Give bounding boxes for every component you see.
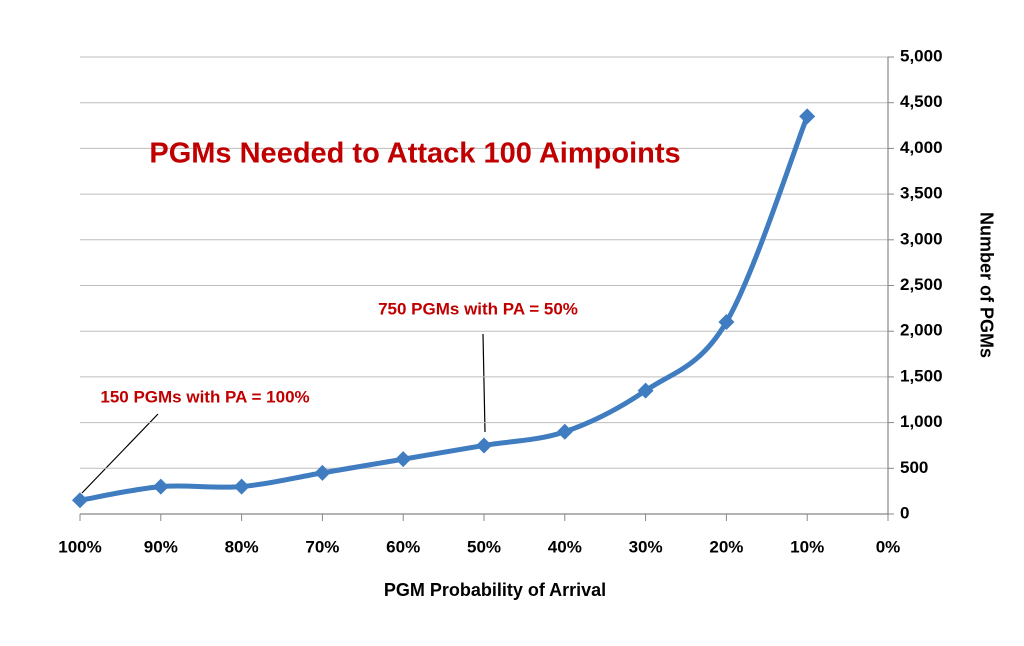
data-marker bbox=[233, 478, 250, 495]
y-tick-label: 500 bbox=[900, 458, 928, 477]
x-tick-label: 100% bbox=[58, 537, 101, 556]
x-tick-label: 20% bbox=[709, 537, 743, 556]
data-marker bbox=[556, 423, 573, 440]
y-tick-label: 3,500 bbox=[900, 184, 943, 203]
x-tick-label: 50% bbox=[467, 537, 501, 556]
chart-title: PGMs Needed to Attack 100 Aimpoints bbox=[149, 138, 680, 170]
y-tick-label: 2,000 bbox=[900, 321, 943, 340]
x-tick-label: 90% bbox=[144, 537, 178, 556]
data-marker bbox=[152, 478, 169, 495]
data-line bbox=[77, 113, 810, 503]
x-axis-label: PGM Probability of Arrival bbox=[384, 580, 606, 600]
y-tick-label: 4,500 bbox=[900, 92, 943, 111]
x-tick-label: 10% bbox=[790, 537, 824, 556]
y-tick-label: 0 bbox=[900, 503, 909, 522]
y-tick-label: 1,500 bbox=[900, 366, 943, 385]
y-tick-label: 4,000 bbox=[900, 138, 943, 157]
x-tick-label: 70% bbox=[305, 537, 339, 556]
x-tick-label: 0% bbox=[876, 537, 901, 556]
y-tick-label: 5,000 bbox=[900, 46, 943, 65]
y-tick-label: 3,000 bbox=[900, 229, 943, 248]
annotation: 150 PGMs with PA = 100% bbox=[100, 387, 309, 406]
annotation: 750 PGMs with PA = 50% bbox=[378, 299, 578, 318]
y-tick-label: 2,500 bbox=[900, 275, 943, 294]
data-marker bbox=[799, 108, 816, 125]
data-marker bbox=[314, 464, 331, 481]
data-marker bbox=[72, 492, 88, 509]
x-tick-label: 40% bbox=[548, 537, 582, 556]
data-marker bbox=[637, 382, 654, 399]
data-marker bbox=[476, 437, 492, 454]
x-tick-label: 30% bbox=[629, 537, 663, 556]
x-tick-label: 80% bbox=[225, 537, 259, 556]
data-marker bbox=[395, 451, 412, 468]
annotation-leader bbox=[81, 413, 159, 494]
y-tick-label: 1,000 bbox=[900, 412, 943, 431]
x-tick-label: 60% bbox=[386, 537, 420, 556]
data-marker bbox=[718, 314, 735, 331]
annotation-leader bbox=[482, 333, 486, 433]
y-axis-label: Number of PGMs bbox=[976, 212, 996, 358]
